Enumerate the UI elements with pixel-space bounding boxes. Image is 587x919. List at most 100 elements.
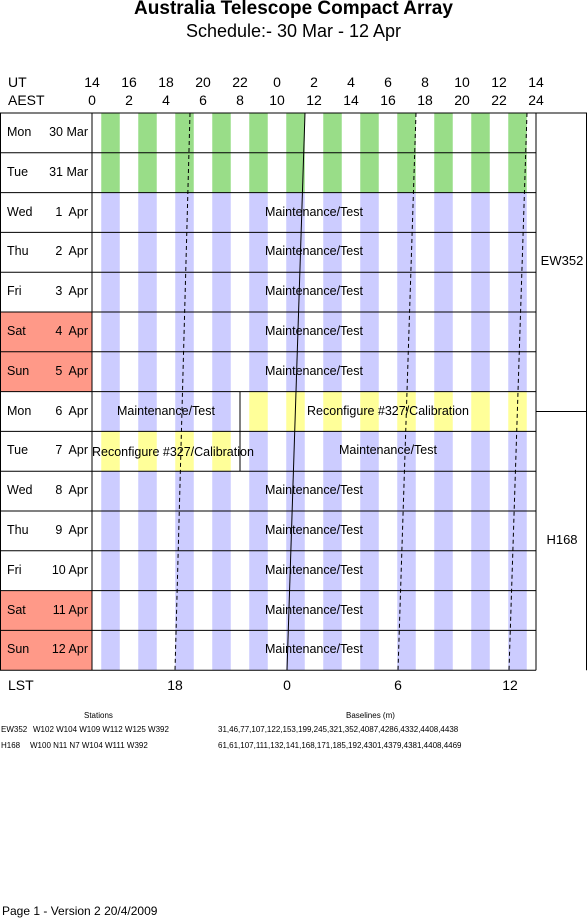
day-date: 8 Apr xyxy=(55,483,88,498)
array-name: EW352 xyxy=(1,725,28,734)
schedule-band xyxy=(212,351,231,392)
schedule-band xyxy=(212,232,231,273)
lst-line xyxy=(174,112,191,671)
schedule-band xyxy=(138,351,157,392)
schedule-band xyxy=(101,192,120,233)
ut-tick: 4 xyxy=(347,74,355,90)
day-of-week: Fri xyxy=(7,562,22,577)
schedule-band xyxy=(323,630,342,671)
schedule-band xyxy=(434,232,453,273)
schedule-band xyxy=(138,511,157,551)
schedule-band xyxy=(101,351,120,392)
schedule-band xyxy=(249,152,268,193)
schedule-band xyxy=(434,351,453,392)
schedule-band xyxy=(508,152,527,193)
schedule-band xyxy=(175,232,194,273)
schedule-band xyxy=(508,550,527,591)
lst-tick: 0 xyxy=(283,677,291,693)
schedule-band xyxy=(138,272,157,312)
weekend-cell xyxy=(0,590,92,631)
day-date: 1 Apr xyxy=(55,204,88,219)
schedule-band xyxy=(249,550,268,591)
day-of-week: Wed xyxy=(7,483,33,498)
lst-line xyxy=(397,112,417,671)
schedule-band xyxy=(360,630,379,671)
array-baselines: 61,61,107,111,132,141,168,171,185,192,43… xyxy=(218,741,462,750)
config-label: H168 xyxy=(546,531,578,547)
schedule-band xyxy=(360,113,379,153)
schedule-band xyxy=(249,590,268,631)
day-date: 10 Apr xyxy=(51,562,88,577)
schedule-band xyxy=(360,351,379,392)
schedule-band xyxy=(360,550,379,591)
ut-tick: 8 xyxy=(421,74,429,90)
aest-tick: 4 xyxy=(162,92,170,108)
schedule-band xyxy=(101,471,120,511)
aest-tick: 10 xyxy=(269,92,285,108)
schedule-band xyxy=(175,272,194,312)
day-of-week: Fri xyxy=(7,284,22,299)
schedule-band xyxy=(286,192,305,233)
schedule-band xyxy=(212,391,231,432)
schedule-band xyxy=(434,113,453,153)
schedule-band xyxy=(434,152,453,193)
schedule-band xyxy=(138,630,157,671)
schedule-band xyxy=(286,312,305,352)
lst-axis-label: LST xyxy=(8,677,34,693)
schedule-band xyxy=(360,590,379,631)
aest-tick: 6 xyxy=(199,92,207,108)
schedule-band xyxy=(323,511,342,551)
schedule-band xyxy=(434,590,453,631)
weekend-layer xyxy=(0,312,92,671)
schedule-band xyxy=(360,471,379,511)
day-date: 11 Apr xyxy=(52,602,88,617)
lst-tick: 12 xyxy=(502,677,518,693)
day-of-week: Sun xyxy=(7,642,30,657)
aest-tick: 14 xyxy=(343,92,359,108)
day-date: 6 Apr xyxy=(55,403,88,418)
schedule-band xyxy=(360,312,379,352)
schedule-band xyxy=(323,351,342,392)
schedule-band xyxy=(138,152,157,193)
day-date: 7 Apr xyxy=(55,443,88,458)
schedule-band xyxy=(434,511,453,551)
schedule-band xyxy=(360,391,379,432)
aest-tick: 20 xyxy=(454,92,470,108)
ut-tick: 6 xyxy=(384,74,392,90)
schedule-band xyxy=(286,471,305,511)
schedule-band xyxy=(397,351,416,392)
schedule-band xyxy=(397,391,416,432)
schedule-band xyxy=(212,511,231,551)
aest-tick: 2 xyxy=(125,92,133,108)
schedule-band xyxy=(508,312,527,352)
schedule-band xyxy=(212,312,231,352)
ut-axis-label: UT xyxy=(8,74,27,90)
schedule-band xyxy=(101,272,120,312)
lst-line xyxy=(508,112,528,671)
day-of-week: Thu xyxy=(7,522,29,537)
schedule-band xyxy=(508,431,527,472)
aest-tick: 12 xyxy=(306,92,322,108)
day-date: 4 Apr xyxy=(55,323,88,338)
segment-label: Maintenance/Test xyxy=(265,642,363,657)
aest-tick: 8 xyxy=(236,92,244,108)
schedule-band xyxy=(249,113,268,153)
lst-lines xyxy=(174,112,528,671)
aest-tick: 16 xyxy=(380,92,396,108)
schedule-band xyxy=(471,590,490,631)
page-footer: Page 1 - Version 2 20/4/2009 xyxy=(2,904,158,918)
schedule-band xyxy=(249,391,268,432)
schedule-band xyxy=(323,391,342,432)
schedule-band xyxy=(360,431,379,472)
segment-label: Maintenance/Test xyxy=(265,602,363,617)
day-date: 12 Apr xyxy=(51,642,88,657)
schedule-band xyxy=(101,590,120,631)
array-baselines: 31,46,77,107,122,153,199,245,321,352,408… xyxy=(218,725,459,734)
schedule-band xyxy=(397,590,416,631)
array-stations: W102 W104 W109 W112 W125 W392 xyxy=(33,725,169,734)
schedule-band xyxy=(471,431,490,472)
schedule-band xyxy=(138,192,157,233)
schedule-band xyxy=(471,550,490,591)
grid-lines xyxy=(0,112,587,671)
